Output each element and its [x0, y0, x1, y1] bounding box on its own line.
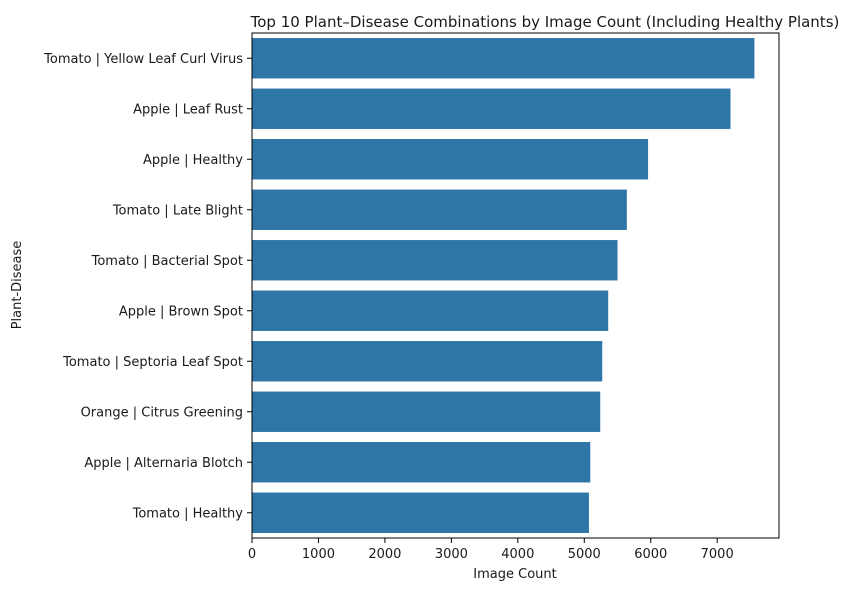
bar	[252, 492, 589, 533]
chart-title: Top 10 Plant–Disease Combinations by Ima…	[250, 13, 840, 31]
x-tick-label: 3000	[435, 547, 468, 562]
y-tick-label: Apple | Healthy	[143, 153, 243, 168]
x-tick-label: 0	[248, 547, 256, 562]
y-axis-label: Plant-Disease	[10, 241, 25, 330]
y-tick-label: Tomato | Yellow Leaf Curl Virus	[43, 52, 243, 67]
x-tick-label: 6000	[634, 547, 667, 562]
x-tick-label: 5000	[568, 547, 601, 562]
x-tick-label: 2000	[368, 547, 401, 562]
y-tick-label: Apple | Brown Spot	[119, 304, 243, 319]
x-tick-label: 1000	[302, 547, 335, 562]
bar	[252, 189, 627, 230]
bar	[252, 341, 603, 382]
y-tick-label: Orange | Citrus Greening	[81, 405, 243, 420]
x-axis-ticks: 0 1000 2000 3000 4000 5000 6000 7000	[248, 538, 734, 562]
y-tick-label: Apple | Leaf Rust	[133, 102, 243, 117]
plot-frame	[251, 32, 780, 539]
bar	[252, 442, 591, 483]
axis-spines	[251, 32, 780, 539]
bar	[252, 240, 618, 281]
y-tick-label: Tomato | Healthy	[132, 506, 244, 521]
bar	[252, 290, 609, 331]
bar	[252, 38, 755, 79]
bar	[252, 88, 731, 129]
y-tick-label: Tomato | Late Blight	[112, 203, 243, 218]
bar	[252, 391, 601, 432]
x-tick-label: 7000	[701, 547, 734, 562]
y-tick-label: Tomato | Septoria Leaf Spot	[62, 355, 243, 370]
bar	[252, 139, 649, 180]
x-axis-label: Image Count	[473, 567, 556, 582]
y-tick-label: Apple | Alternaria Blotch	[84, 456, 243, 471]
x-tick-label: 4000	[501, 547, 534, 562]
y-tick-label: Tomato | Bacterial Spot	[91, 254, 243, 269]
bars-layer	[252, 38, 755, 533]
y-axis-ticks: Tomato | Yellow Leaf Curl Virus Apple | L…	[43, 52, 252, 521]
